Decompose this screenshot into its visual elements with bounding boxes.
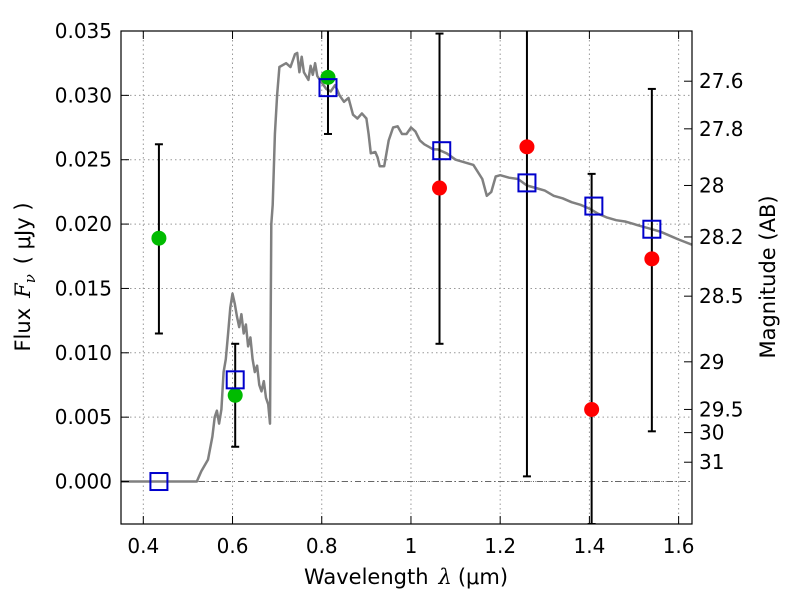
model-photometry-point (517, 173, 537, 193)
x-tick-label: 1.6 (663, 534, 695, 558)
observed-flux-layer (151, 69, 660, 417)
nondetection-point (584, 401, 600, 417)
model-photometry-point (318, 78, 338, 98)
nondetection-point (644, 251, 660, 267)
y-tick-label: 0.015 (55, 276, 112, 300)
model-photometry-point (432, 141, 452, 161)
x-tick-label: 1.2 (484, 534, 516, 558)
y2-axis-ticks: 27.6 27.8 28 28.2 28.5 29 29.530 31 (684, 69, 744, 474)
model-photometry-point (149, 472, 169, 492)
y-tick-label: 0.030 (55, 83, 112, 107)
x-tick-label: 1.4 (573, 534, 605, 558)
y2-tick-label: 29 (699, 350, 724, 374)
y-tick-label: 0.000 (55, 470, 112, 494)
y2-tick-label: 29.5 (699, 397, 744, 421)
y-tick-label: 0.025 (55, 148, 112, 172)
y-axis-ticks: 0.000 0.005 0.010 0.015 0.020 0.025 0.030 0.035 (55, 19, 129, 494)
y-tick-label: 0.035 (55, 19, 112, 43)
x-tick-label: 0.6 (217, 534, 249, 558)
model-photometry-layer (149, 78, 662, 492)
y2-tick-label: 28.5 (699, 284, 744, 308)
y-tick-label: 0.020 (55, 212, 112, 236)
sed-template-line (121, 51, 692, 483)
plot-frame (120, 30, 693, 525)
x-tick-label: 1 (405, 534, 418, 558)
y-tick-label: 0.010 (55, 341, 112, 365)
model-photometry-point (584, 196, 604, 216)
model-photometry-point (642, 219, 662, 239)
y2-tick-label: 28.2 (699, 225, 744, 249)
x-axis-ticks: 0.4 0.6 0.8 1 1.2 1.4 1.6 (127, 31, 695, 558)
nondetection-point (432, 180, 448, 196)
x-tick-label: 0.4 (127, 534, 159, 558)
plot-area (121, 31, 692, 524)
y2-tick-label: 28 (699, 173, 724, 197)
y2-tick-label: 31 (699, 450, 724, 474)
y-axis-label: FluxFν( μJy ) (11, 202, 39, 351)
detection-point (320, 69, 336, 85)
x-tick-label: 0.8 (306, 534, 338, 558)
nondetection-point (519, 139, 535, 155)
detection-point (151, 230, 167, 246)
y2-axis-label: Magnitude (AB) (756, 195, 780, 358)
y2-tick-label: 30 (699, 421, 724, 445)
y-tick-label: 0.005 (55, 405, 112, 429)
sed-template-layer (121, 51, 692, 483)
model-photometry-point (225, 370, 245, 390)
x-axis-label: Wavelength λ (μm) (304, 565, 508, 589)
y2-tick-label: 27.6 (699, 69, 744, 93)
detection-point (227, 387, 243, 403)
y2-tick-label: 27.8 (699, 117, 744, 141)
